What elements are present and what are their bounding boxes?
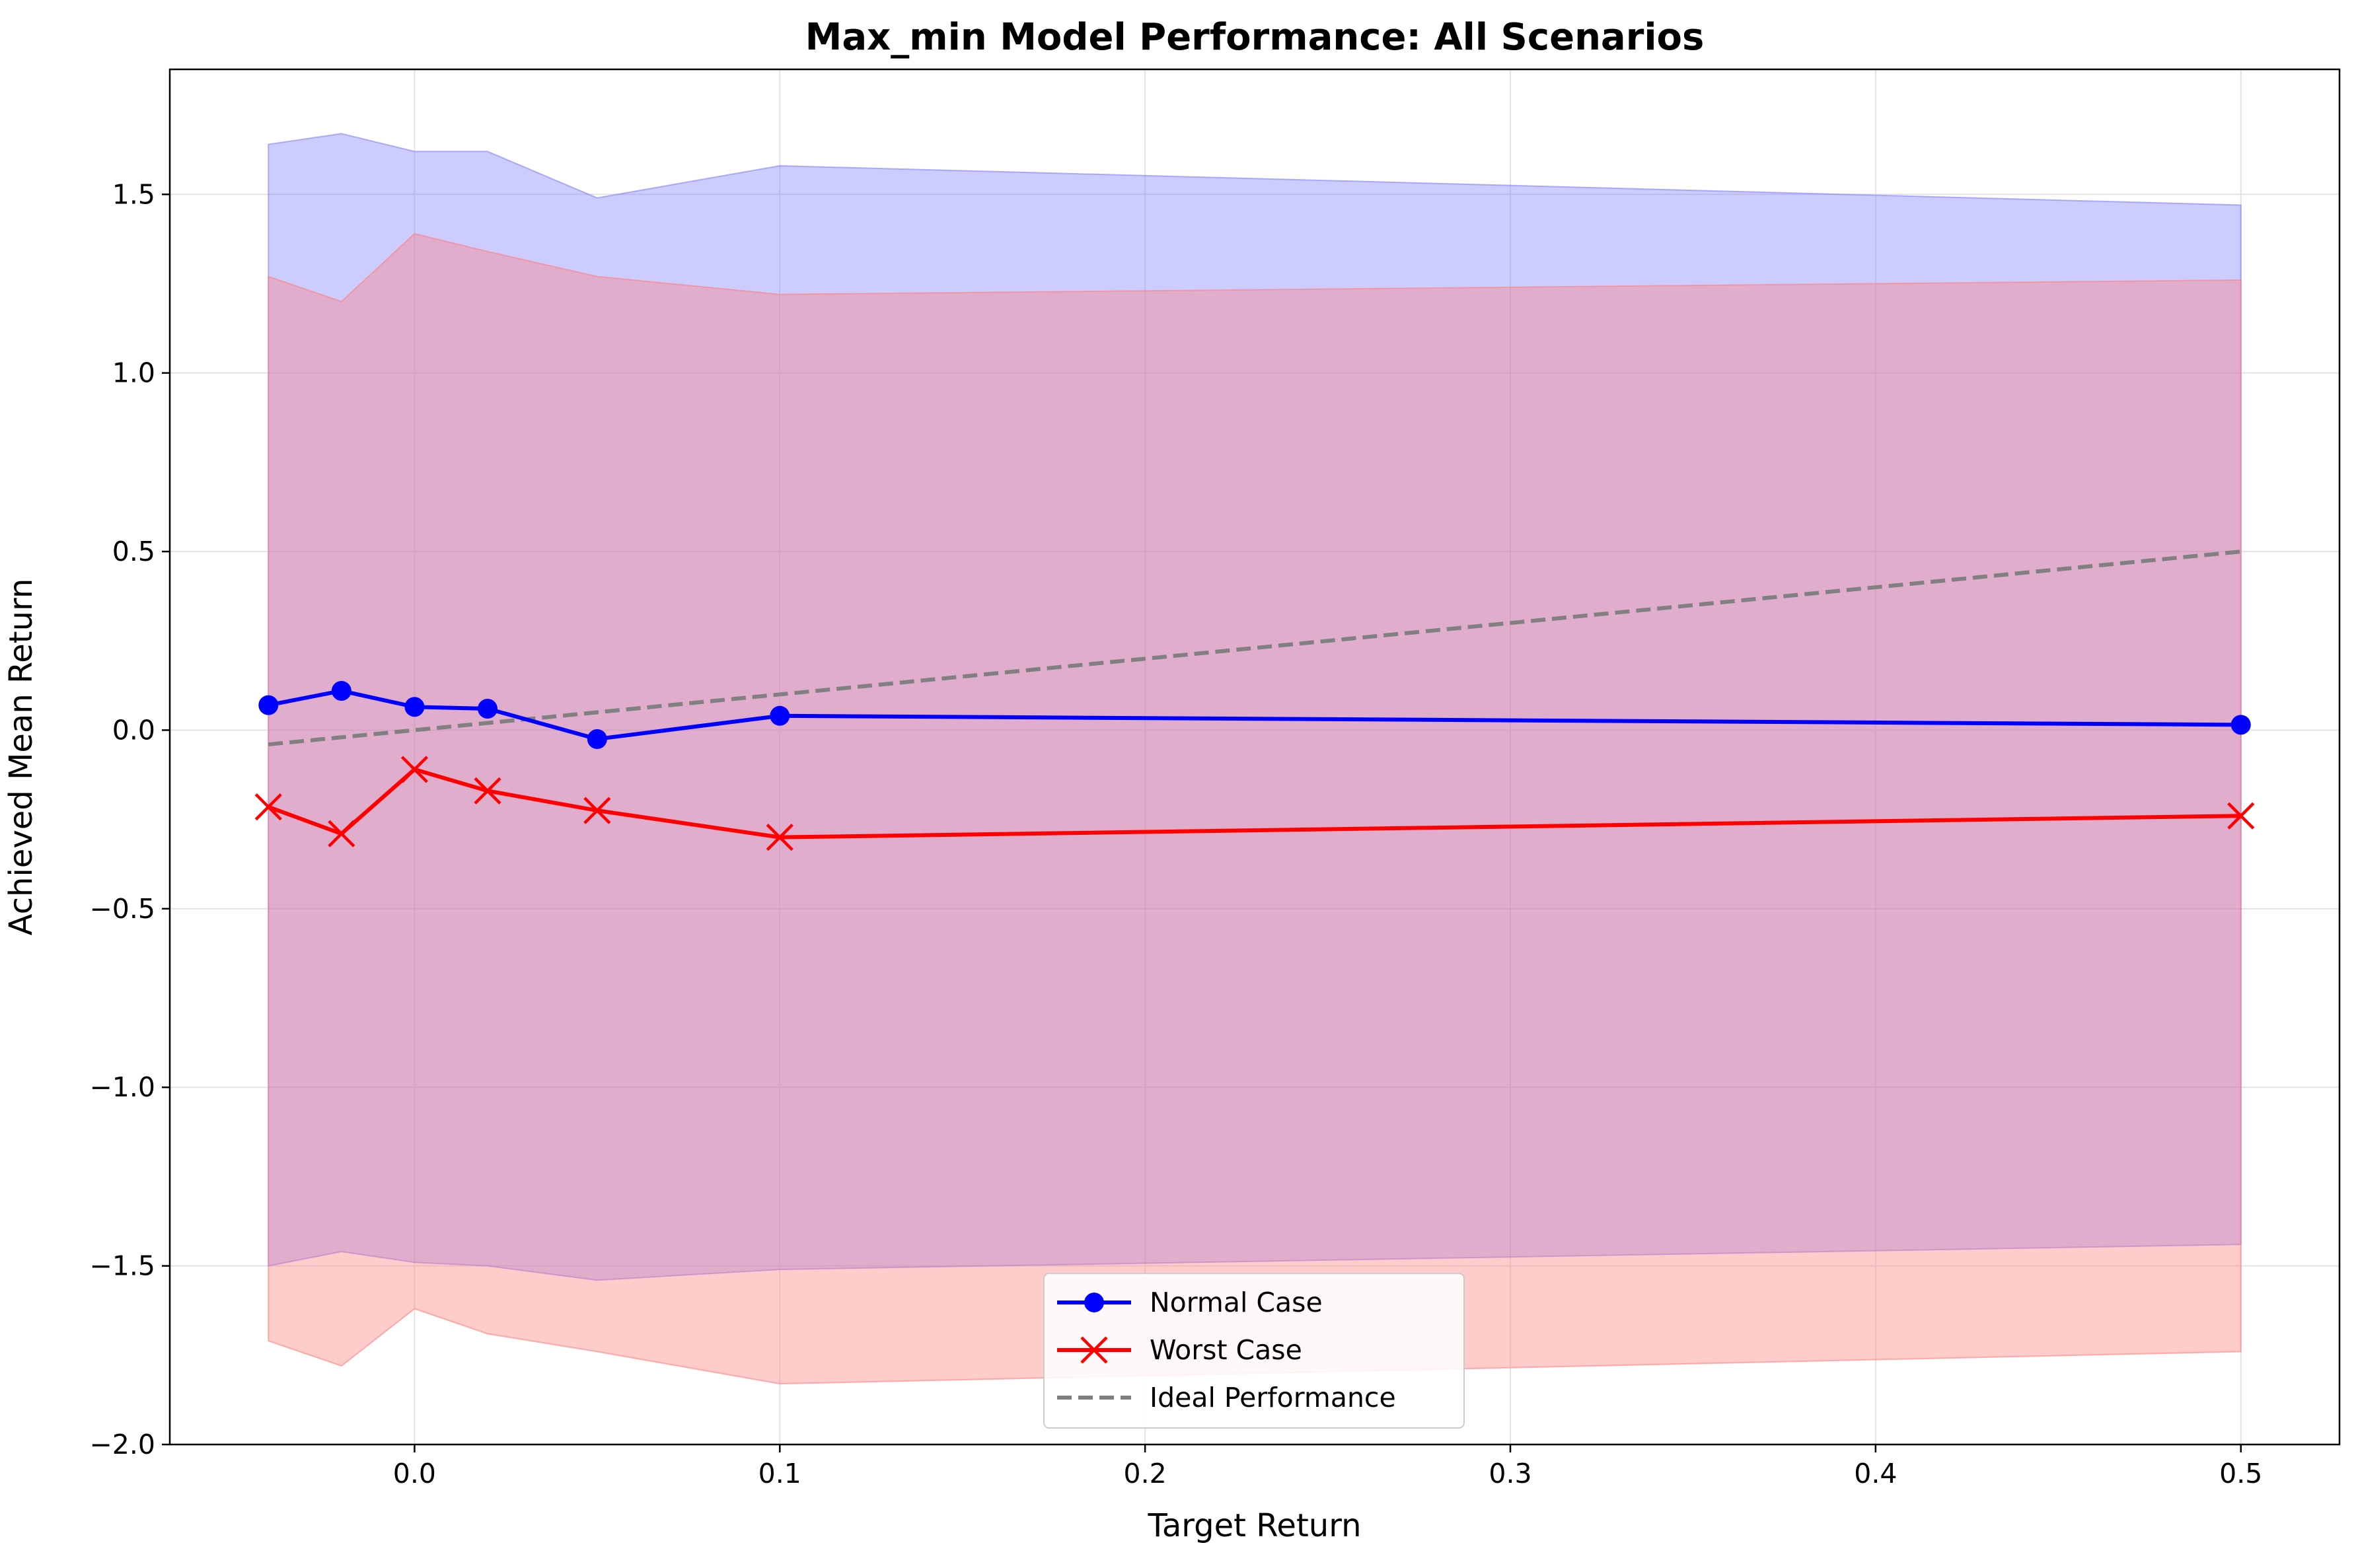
y-tick-label: 0.0 <box>112 714 155 746</box>
point-normal-case <box>477 698 497 719</box>
bands <box>268 133 2242 1385</box>
x-tick-label: 0.0 <box>393 1458 436 1489</box>
legend-box <box>1043 1273 1465 1429</box>
chart-title: Max_min Model Performance: All Scenarios <box>805 16 1705 59</box>
point-normal-case <box>587 729 607 749</box>
x-tick-label: 0.2 <box>1124 1458 1167 1489</box>
point-worst-case <box>328 820 355 847</box>
x-axis-label: Target Return <box>1147 1507 1361 1544</box>
y-tick-label: 1.5 <box>112 178 155 210</box>
plot-frame <box>168 68 2341 1446</box>
x-tick-label: 0.3 <box>1489 1458 1531 1489</box>
point-worst-case <box>254 793 282 821</box>
point-normal-case <box>258 695 279 715</box>
legend-marker-worst-case <box>1080 1336 1108 1364</box>
legend-label-ideal-performance: Ideal Performance <box>1150 1382 1396 1413</box>
y-tick-label: 1.0 <box>112 357 155 389</box>
point-worst-case <box>583 797 611 824</box>
y-tick-label: −0.5 <box>89 893 155 925</box>
point-normal-case <box>770 705 790 726</box>
point-normal-case <box>331 680 351 701</box>
point-worst-case <box>400 756 429 783</box>
ticks: 0.0 0.1 0.2 0.3 0.4 0.5 −2.0 −1.5 −1.0 −0.5 0.0 0.5… <box>89 178 2262 1489</box>
point-worst-case <box>766 824 793 851</box>
y-tick-label: 0.5 <box>112 536 155 567</box>
x-tick-label: 0.5 <box>2219 1458 2262 1489</box>
point-worst-case <box>2227 802 2255 830</box>
band-worst-case <box>268 232 2242 1385</box>
point-normal-case <box>404 697 425 717</box>
point-normal-case <box>2230 715 2251 735</box>
x-tick-label: 0.1 <box>758 1458 801 1489</box>
legend-label-worst-case: Worst Case <box>1150 1334 1302 1366</box>
grid <box>170 69 2340 1445</box>
y-tick-label: −1.5 <box>89 1250 155 1282</box>
legend-label-normal-case: Normal Case <box>1150 1287 1323 1318</box>
legend-marker-normal-case <box>1084 1293 1104 1312</box>
series-layer <box>254 680 2255 851</box>
y-tick-label: −2.0 <box>89 1429 155 1460</box>
y-axis-label: Achieved Mean Return <box>3 579 40 936</box>
y-tick-label: −1.0 <box>89 1071 155 1103</box>
line-ideal-performance <box>268 550 2242 747</box>
legend: Normal Case Worst Case Ideal Performance <box>1043 1273 1465 1429</box>
x-tick-label: 0.4 <box>1854 1458 1897 1489</box>
point-worst-case <box>474 777 501 804</box>
ideal-line-layer <box>268 550 2242 747</box>
